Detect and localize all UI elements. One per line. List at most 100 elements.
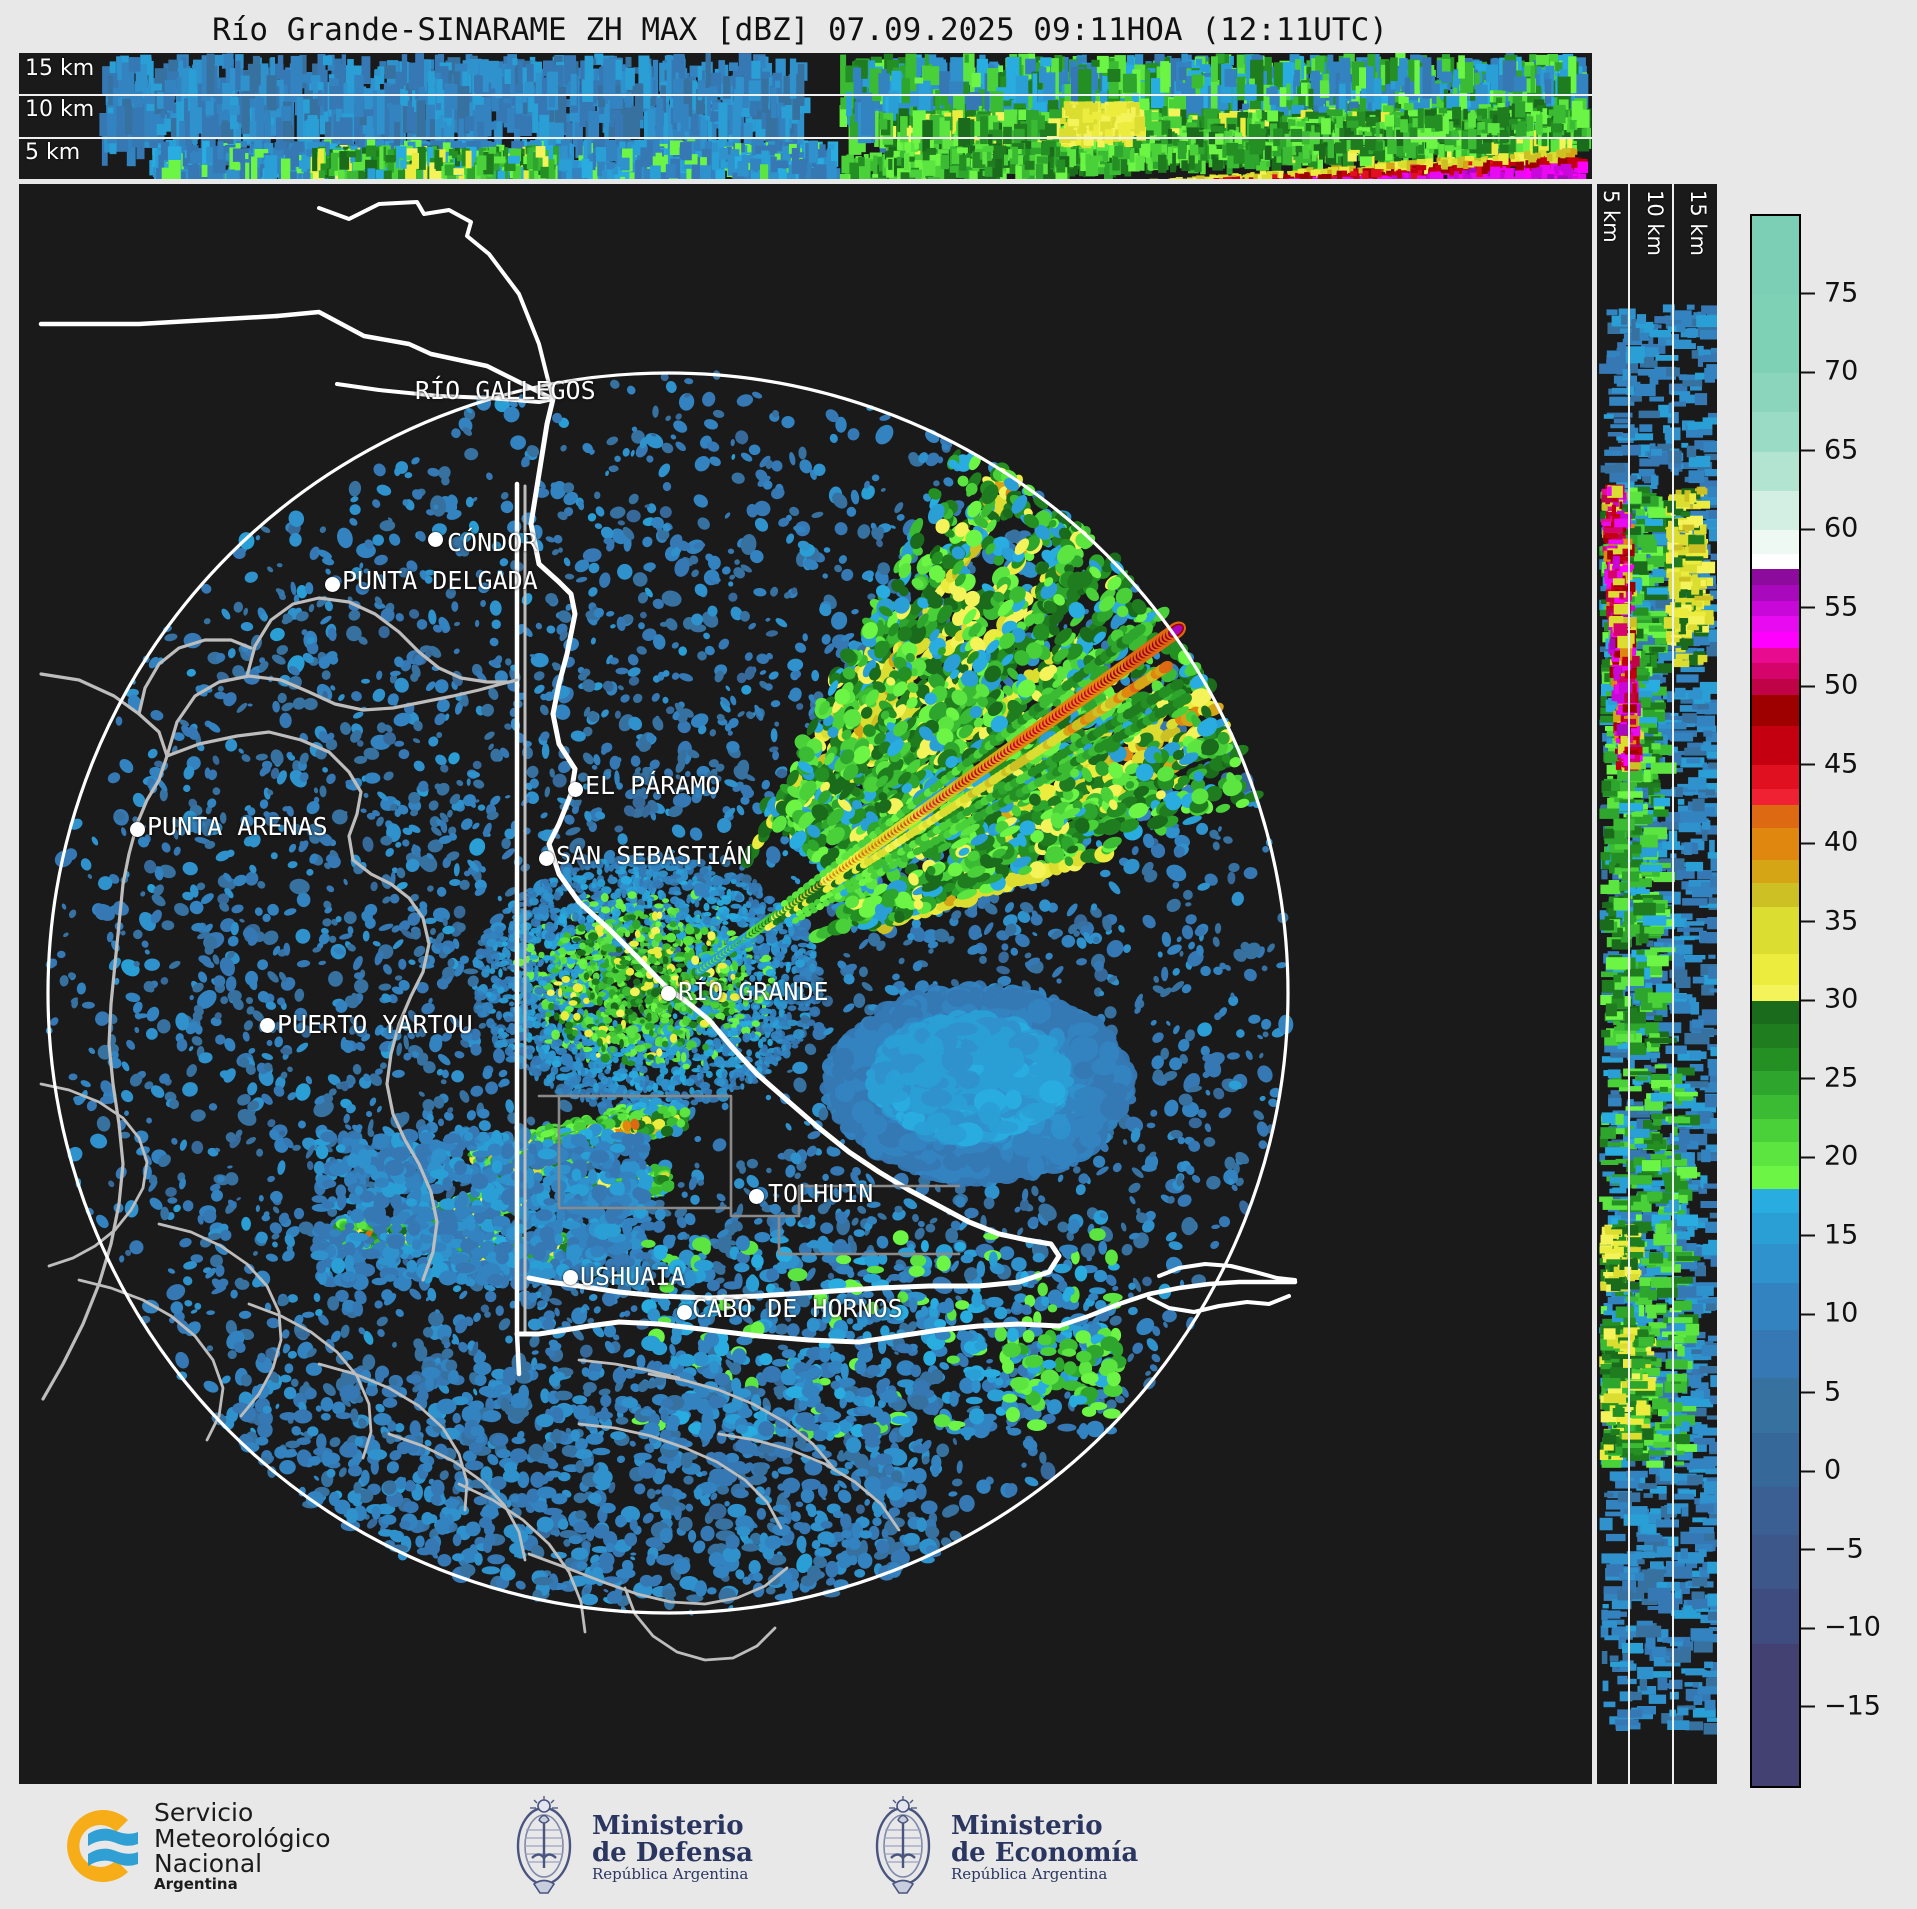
cross-section-cell: [919, 80, 931, 114]
cross-section-cell: [432, 120, 441, 141]
cross-section-cell: [167, 71, 179, 87]
cross-section-cell: [778, 95, 787, 103]
cross-section-cell: [260, 63, 269, 95]
cross-section-cell: [588, 95, 596, 111]
cross-section-cell: [953, 135, 963, 156]
cross-section-cell: [934, 59, 946, 83]
cross-section-cell: [825, 161, 837, 179]
cross-section-cell: [149, 140, 158, 149]
cross-section-cell: [270, 113, 281, 136]
cross-section-cell: [184, 98, 192, 146]
cross-section-cell: [317, 53, 326, 97]
cross-section-cell: [940, 94, 949, 106]
cross-section-cell: [588, 110, 600, 158]
cross-section-cell: [116, 106, 129, 152]
cross-section-cell: [1541, 68, 1546, 93]
cross-section-cell: [188, 69, 197, 111]
cross-section-cell: [188, 164, 200, 179]
cross-section-cell: [581, 158, 590, 179]
cross-section-cell: [512, 165, 522, 179]
cross-section-cell: [502, 95, 511, 124]
cross-section-cell: [1516, 56, 1522, 82]
cross-section-cell: [585, 139, 592, 167]
cross-section-cell: [358, 113, 365, 148]
cross-section-cell: [706, 149, 712, 177]
cross-section-cell: [564, 84, 570, 96]
cross-section-cell: [1064, 57, 1069, 101]
cross-section-cell: [508, 155, 520, 164]
cross-section-cell: [1055, 84, 1068, 91]
cross-section-cell: [1170, 58, 1181, 100]
cross-section-cell: [279, 69, 291, 97]
cross-section-cell: [1439, 82, 1448, 100]
cross-section-cell: [597, 161, 605, 177]
cross-section-cell: [1160, 62, 1171, 87]
cross-section-cell: [1365, 122, 1377, 137]
cross-section-cell: [761, 150, 768, 166]
cross-section-cell: [606, 144, 618, 162]
cross-section-cell: [1043, 72, 1056, 101]
cross-section-cell: [1161, 120, 1171, 143]
cross-section-cell: [427, 71, 435, 109]
cross-section-cell: [454, 63, 468, 72]
cross-section-cell: [328, 169, 335, 176]
cross-section-cell: [1504, 138, 1516, 153]
cross-section-cell: [1210, 80, 1220, 113]
cross-section-cell: [465, 150, 472, 169]
cross-section-cell: [860, 59, 867, 104]
cross-section-cell: [625, 92, 632, 108]
cross-section-cell: [1385, 60, 1390, 90]
cross-section-cell: [330, 62, 336, 71]
cross-section-cell: [539, 114, 550, 154]
cross-section-cell: [1438, 142, 1445, 168]
cross-section-cell: [1504, 85, 1509, 110]
cross-section-cell: [216, 103, 227, 114]
cross-section-cell: [401, 54, 408, 86]
cross-section-cell: [1469, 139, 1477, 169]
cross-section-cell: [398, 170, 406, 179]
cross-section-cell: [468, 59, 479, 75]
cross-section-cell: [777, 140, 783, 151]
cross-section-cell: [291, 146, 299, 167]
cross-section-cell: [1398, 92, 1408, 122]
cross-section-cell: [1459, 92, 1468, 126]
cross-section-cell: [1162, 82, 1171, 119]
cross-section-cell: [486, 81, 496, 97]
cross-section-cell: [420, 59, 430, 83]
cross-section-cell: [712, 103, 717, 144]
cross-section-cell: [532, 151, 541, 171]
cross-section-cell: [1528, 132, 1536, 158]
cross-section-cell: [690, 114, 699, 136]
cross-section-cell: [712, 142, 718, 153]
cross-section-cell: [1001, 69, 1010, 78]
cross-section-cell: [808, 140, 818, 163]
cross-section-cell: [669, 63, 676, 90]
cross-section-cell: [928, 66, 940, 86]
cross-section-cell: [635, 159, 642, 179]
cross-section-cell: [546, 169, 556, 179]
cross-section-cell: [715, 169, 725, 179]
cross-section-cell: [364, 106, 374, 116]
cross-section-cell: [1003, 126, 1012, 145]
cross-section-cell: [163, 92, 175, 111]
cross-section-cell: [165, 118, 175, 132]
cross-section-cell: [1452, 139, 1460, 163]
cross-section-cell: [1385, 84, 1395, 123]
cross-section-cell: [130, 57, 135, 102]
cross-section-top-echoes: [99, 53, 1592, 179]
cross-section-cell: [1031, 119, 1038, 152]
cross-section-cell: [444, 164, 456, 176]
cross-section-cell: [988, 134, 993, 153]
cross-section-cell: [1262, 111, 1268, 121]
page-title: Río Grande-SINARAME ZH MAX [dBZ] 07.09.2…: [0, 12, 1600, 48]
cross-section-cell: [726, 105, 736, 135]
cross-section-cell: [1366, 66, 1374, 103]
cross-section-cell: [1013, 103, 1026, 113]
cross-section-cell: [201, 55, 211, 102]
cross-section-cell: [1374, 125, 1387, 136]
cross-section-cell: [1282, 62, 1293, 100]
cross-section-cell: [794, 107, 805, 150]
cross-section-cell: [323, 69, 328, 112]
cross-section-cell: [673, 53, 685, 98]
cross-section-cell: [160, 110, 166, 119]
